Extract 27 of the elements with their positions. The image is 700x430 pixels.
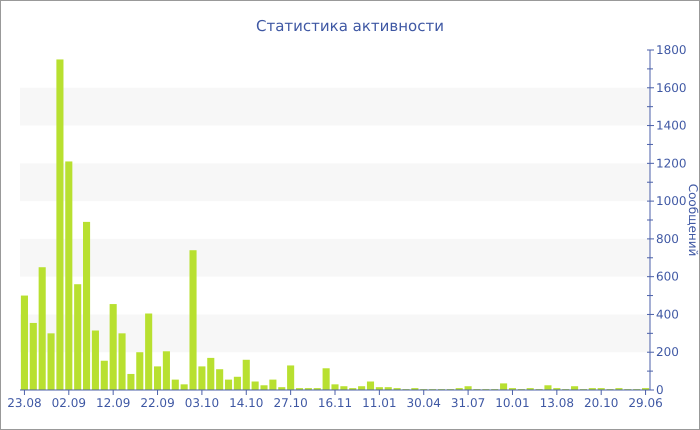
x-tick-label: 14.10 xyxy=(229,396,264,410)
y-tick-label: 1800 xyxy=(656,43,687,57)
x-tick-label: 31.07 xyxy=(450,396,486,410)
x-tick-label: 16.11 xyxy=(318,396,352,410)
y-tick-label: 1400 xyxy=(656,118,687,133)
x-tick-label: 29.06 xyxy=(628,396,663,410)
y-tick-label: 400 xyxy=(656,307,679,322)
x-tick-label: 22.09 xyxy=(140,396,175,410)
x-tick-label: 13.08 xyxy=(540,396,574,410)
x-tick-label: 30.04 xyxy=(406,396,441,410)
x-tick-label: 03.10 xyxy=(184,396,220,410)
x-tick-label: 20.10 xyxy=(584,396,618,410)
y-tick-label: 0 xyxy=(656,383,664,397)
chart-title: Статистика активности xyxy=(256,17,444,35)
y-tick-label: 600 xyxy=(656,270,679,284)
y-axis-title: Сообщений xyxy=(686,184,700,256)
y-tick-label: 800 xyxy=(656,232,679,246)
y-tick-label: 1600 xyxy=(656,80,687,95)
x-tick-label: 27.10 xyxy=(273,396,308,410)
y-tick-label: 1200 xyxy=(656,156,687,170)
x-tick-label: 10.01 xyxy=(495,396,530,410)
y-tick-label: 200 xyxy=(656,345,679,360)
x-tick-label: 23.08 xyxy=(7,396,42,410)
x-tick-label: 11.01 xyxy=(362,396,397,410)
x-tick-label: 02.09 xyxy=(52,396,86,410)
y-tick-label: 1000 xyxy=(656,194,687,208)
x-tick-label: 12.09 xyxy=(96,396,130,410)
